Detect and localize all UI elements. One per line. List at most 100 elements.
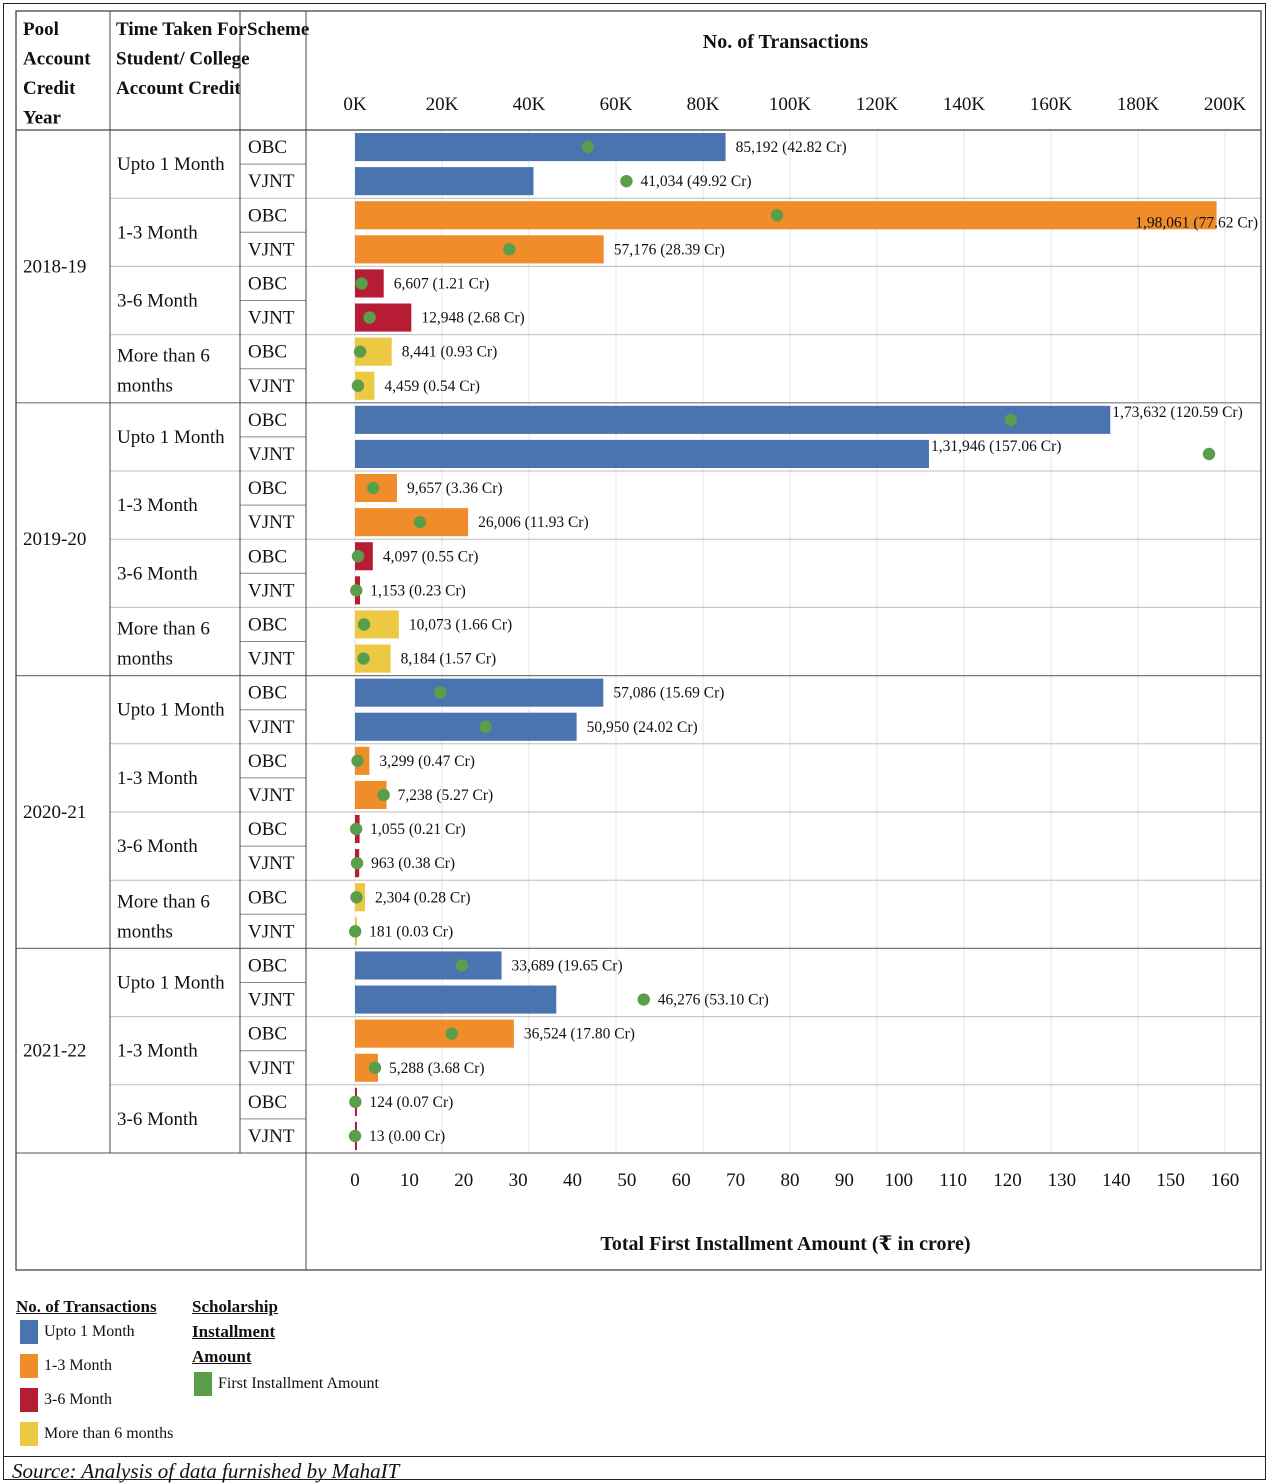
data-label-2019-20-3-6-month-obc: 4,097 (0.55 Cr): [383, 548, 479, 565]
x2-tick-label-12: 120: [993, 1170, 1022, 1191]
scheme-label-2020-21-1-3-month-vjnt: VJNT: [248, 785, 295, 806]
data-label-2021-22-1-3-month-obc: 36,524 (17.80 Cr): [524, 1026, 635, 1043]
data-label-2019-20-1-3-month-vjnt: 26,006 (11.93 Cr): [478, 514, 589, 531]
legend-item-1-3-month: 1-3 Month: [20, 1354, 112, 1378]
chart-title: No. of Transactions: [703, 31, 869, 53]
bar-2021-22-upto-1-month-obc: [355, 951, 502, 980]
legend-label-first-installment: First Installment Amount: [218, 1375, 379, 1392]
scheme-label-2020-21-upto-1-month-obc: OBC: [248, 683, 287, 704]
marker-2021-22-upto-1-month-obc: [455, 959, 469, 972]
bar-2021-22-1-3-month-obc: [355, 1019, 514, 1048]
x2-tick-label-3: 30: [509, 1170, 528, 1191]
marker-2020-21-upto-1-month-vjnt: [479, 720, 492, 733]
bar-2018-19-upto-1-month-vjnt: [355, 167, 534, 196]
scheme-label-2021-22-upto-1-month-vjnt: VJNT: [248, 990, 295, 1011]
x-tick-label-8: 160K: [1030, 94, 1073, 115]
marker-2019-20-more-than-6-months-vjnt: [357, 652, 370, 665]
marker-2020-21-1-3-month-obc: [351, 754, 364, 768]
x2-tick-label-7: 70: [726, 1170, 745, 1191]
x2-tick-label-6: 60: [672, 1170, 691, 1191]
data-label-2020-21-1-3-month-vjnt: 7,238 (5.27 Cr): [398, 787, 494, 804]
data-label-2020-21-upto-1-month-obc: 57,086 (15.69 Cr): [613, 685, 724, 702]
data-label-2020-21-1-3-month-obc: 3,299 (0.47 Cr): [379, 753, 475, 770]
year-label-2020-21: 2020-21: [23, 802, 86, 823]
data-label-2018-19-3-6-month-obc: 6,607 (1.21 Cr): [394, 275, 490, 292]
x2-tick-label-15: 150: [1156, 1170, 1185, 1191]
x2-tick-label-13: 130: [1048, 1170, 1077, 1191]
x-tick-label-4: 80K: [687, 94, 720, 115]
scheme-label-2019-20-upto-1-month-vjnt: VJNT: [248, 444, 295, 465]
legend-swatch-first-installment: [194, 1372, 212, 1396]
x2-tick-label-0: 0: [350, 1170, 360, 1191]
scheme-label-2019-20-1-3-month-vjnt: VJNT: [248, 512, 295, 533]
data-label-2020-21-upto-1-month-vjnt: 50,950 (24.02 Cr): [587, 719, 698, 736]
year-label-2018-19: 2018-19: [23, 256, 86, 277]
header-time-line-1: Student/ College: [116, 49, 250, 70]
bar-2019-20-upto-1-month-obc: [355, 405, 1111, 434]
marker-2019-20-3-6-month-obc: [351, 550, 365, 563]
legend-label-1-3-month: 1-3 Month: [44, 1357, 112, 1374]
marker-2018-19-more-than-6-months-vjnt: [351, 379, 365, 392]
marker-2019-20-upto-1-month-vjnt: [1202, 447, 1216, 461]
marker-2018-19-upto-1-month-vjnt: [620, 174, 633, 188]
x-tick-label-0: 0K: [343, 94, 367, 115]
marker-2020-21-more-than-6-months-obc: [350, 891, 363, 904]
scheme-label-2018-19-1-3-month-obc: OBC: [248, 205, 287, 226]
period-label-2018-19-1-3-month: 1-3 Month: [117, 222, 198, 243]
x2-axis-title: Total First Installment Amount (₹ in cro…: [600, 1233, 970, 1255]
year-label-2019-20: 2019-20: [23, 529, 86, 550]
header-time-line-2: Account Credit: [116, 78, 241, 99]
marker-2020-21-1-3-month-vjnt: [377, 788, 390, 802]
legend: No. of Transactions Upto 1 Month 1-3 Mon…: [16, 1294, 436, 1454]
period-label-2018-19-more-than-6-months-1: More than 6: [117, 346, 210, 367]
bar-2019-20-upto-1-month-vjnt: [355, 439, 929, 468]
x-tick-label-1: 20K: [426, 94, 459, 115]
legend-label-3-6-month: 3-6 Month: [44, 1391, 112, 1408]
scheme-label-2019-20-3-6-month-vjnt: VJNT: [248, 580, 295, 601]
marker-2021-22-1-3-month-vjnt: [368, 1061, 382, 1074]
marker-2021-22-3-6-month-obc: [349, 1095, 362, 1109]
x2-tick-label-1: 10: [400, 1170, 419, 1191]
period-label-2021-22-1-3-month: 1-3 Month: [117, 1041, 198, 1062]
marker-2021-22-1-3-month-obc: [445, 1027, 458, 1040]
bar-2021-22-1-3-month-vjnt: [355, 1053, 379, 1082]
data-label-2018-19-more-than-6-months-vjnt: 4,459 (0.54 Cr): [384, 378, 480, 395]
scheme-label-2020-21-3-6-month-obc: OBC: [248, 819, 287, 840]
scheme-label-2019-20-3-6-month-obc: OBC: [248, 546, 287, 567]
x2-tick-label-10: 100: [885, 1170, 914, 1191]
x2-tick-label-14: 140: [1102, 1170, 1131, 1191]
scheme-label-2019-20-more-than-6-months-obc: OBC: [248, 614, 287, 635]
data-label-2021-22-upto-1-month-obc: 33,689 (19.65 Cr): [512, 957, 623, 974]
header-year-line-1: Account: [23, 49, 91, 70]
data-label-2018-19-upto-1-month-obc: 85,192 (42.82 Cr): [736, 139, 847, 156]
legend-amount-title-1: Scholarship: [192, 1297, 278, 1316]
scheme-label-2019-20-upto-1-month-obc: OBC: [248, 410, 287, 431]
data-label-2021-22-3-6-month-obc: 124 (0.07 Cr): [369, 1094, 453, 1111]
period-label-2021-22-3-6-month: 3-6 Month: [117, 1109, 198, 1130]
marker-2019-20-3-6-month-vjnt: [350, 584, 363, 597]
marker-2018-19-more-than-6-months-obc: [353, 345, 367, 358]
scheme-label-2020-21-3-6-month-vjnt: VJNT: [248, 853, 295, 874]
scheme-label-2021-22-3-6-month-vjnt: VJNT: [248, 1126, 295, 1147]
legend-swatch-1-3-month: [20, 1354, 38, 1378]
data-label-2019-20-3-6-month-vjnt: 1,153 (0.23 Cr): [370, 582, 466, 599]
data-label-2021-22-upto-1-month-vjnt: 46,276 (53.10 Cr): [658, 992, 769, 1009]
data-label-2020-21-more-than-6-months-vjnt: 181 (0.03 Cr): [369, 923, 453, 940]
scheme-label-2021-22-1-3-month-obc: OBC: [248, 1024, 287, 1045]
legend-item-3-6-month: 3-6 Month: [20, 1388, 112, 1412]
period-label-2020-21-3-6-month: 3-6 Month: [117, 836, 198, 857]
period-label-2018-19-more-than-6-months-2: months: [117, 376, 173, 397]
bar-2020-21-upto-1-month-vjnt: [355, 712, 577, 741]
period-label-2019-20-3-6-month: 3-6 Month: [117, 563, 198, 584]
period-label-2020-21-1-3-month: 1-3 Month: [117, 768, 198, 789]
marker-2021-22-3-6-month-vjnt: [348, 1129, 362, 1143]
legend-swatch-upto-1-month: [20, 1320, 38, 1344]
scheme-label-2021-22-3-6-month-obc: OBC: [248, 1092, 287, 1113]
header-year-line-3: Year: [23, 108, 62, 129]
legend-item-upto-1-month: Upto 1 Month: [20, 1320, 135, 1344]
scheme-label-2021-22-1-3-month-vjnt: VJNT: [248, 1058, 295, 1079]
scheme-label-2020-21-more-than-6-months-obc: OBC: [248, 887, 287, 908]
legend-swatch-more-than-6-months: [20, 1422, 38, 1446]
legend-item-first-installment: First Installment Amount: [194, 1372, 379, 1396]
data-label-2018-19-1-3-month-vjnt: 57,176 (28.39 Cr): [614, 241, 725, 258]
